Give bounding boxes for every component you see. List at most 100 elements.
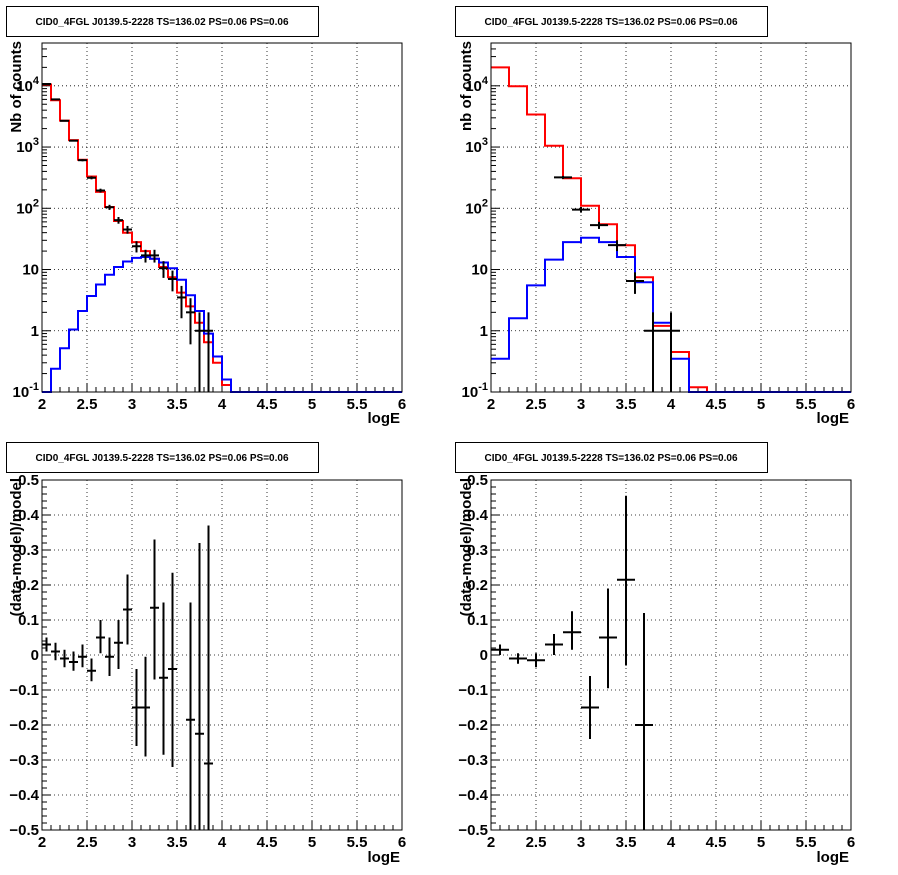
y-axis-title: Nb of counts <box>8 41 25 133</box>
histogram-series-1 <box>42 256 402 393</box>
chart-title: CID0_4FGL J0139.5-2228 TS=136.02 PS=0.06… <box>35 17 288 28</box>
x-tick-label: 4 <box>218 396 227 413</box>
data-point <box>195 312 204 392</box>
data-point <box>177 285 186 319</box>
data-point <box>132 669 141 746</box>
y-tick-label: −0.5 <box>458 822 488 839</box>
x-axis-title: logE <box>817 849 850 866</box>
y-tick-label: 0.4 <box>18 507 40 524</box>
x-tick-label: 4 <box>667 396 676 413</box>
data-point <box>186 602 195 830</box>
x-tick-label: 2.5 <box>526 834 547 851</box>
data-point <box>132 241 141 253</box>
x-tick-label: 5 <box>308 396 316 413</box>
y-tick-label: −0.4 <box>458 787 488 804</box>
data-point <box>141 249 150 263</box>
x-tick-label: 2 <box>487 834 495 851</box>
y-tick-label: −0.3 <box>9 752 39 769</box>
y-tick-label: −0.3 <box>458 752 488 769</box>
x-tick-label: 5.5 <box>796 834 817 851</box>
data-point <box>527 653 545 668</box>
y-tick-label: 10-1 <box>13 381 39 401</box>
x-tick-label: 5 <box>757 834 765 851</box>
x-tick-label: 4.5 <box>257 834 278 851</box>
x-tick-label: 3.5 <box>167 834 188 851</box>
plot-frame <box>490 479 852 831</box>
x-tick-label: 5.5 <box>347 396 368 413</box>
data-point <box>105 204 114 210</box>
plot-frame <box>490 42 852 393</box>
data-points <box>554 175 680 392</box>
x-tick-label: 2 <box>38 396 46 413</box>
histogram-series-0 <box>42 83 402 393</box>
x-tick-label: 3 <box>128 396 136 413</box>
data-point <box>159 602 168 755</box>
y-tick-label: 10-1 <box>462 381 488 401</box>
data-point <box>545 634 563 655</box>
data-point <box>69 651 78 671</box>
y-tick-label: 0.1 <box>467 612 488 629</box>
data-point <box>662 312 680 392</box>
panel-counts-left: CID0_4FGL J0139.5-2228 TS=136.02 PS=0.06… <box>6 6 406 427</box>
x-tick-label: 2.5 <box>77 834 98 851</box>
data-point <box>60 119 69 122</box>
x-tick-label: 5 <box>308 834 316 851</box>
y-tick-label: 103 <box>465 136 488 156</box>
title-box <box>455 6 768 37</box>
data-point <box>69 139 78 142</box>
y-tick-label: 104 <box>16 75 40 95</box>
x-tick-label: 5 <box>757 396 765 413</box>
y-tick-label: 10 <box>22 262 39 279</box>
y-tick-label: 0.1 <box>18 612 39 629</box>
x-tick-label: 3 <box>577 396 585 413</box>
data-point <box>635 613 653 830</box>
x-tick-label: 4.5 <box>706 396 727 413</box>
x-tick-label: 2.5 <box>77 396 98 413</box>
title-box <box>6 442 319 473</box>
grid-lines <box>42 480 402 830</box>
x-tick-label: 6 <box>847 834 855 851</box>
data-point <box>141 656 150 757</box>
data-point <box>644 312 662 392</box>
data-point <box>87 658 96 682</box>
x-tick-label: 4 <box>218 834 227 851</box>
data-point <box>96 188 105 193</box>
x-tick-label: 5.5 <box>796 396 817 413</box>
y-tick-label: 0.5 <box>467 472 488 489</box>
title-box <box>6 6 319 37</box>
y-tick-label: 0.3 <box>467 542 488 559</box>
title-box <box>455 442 768 473</box>
panel-counts-right: CID0_4FGL J0139.5-2228 TS=136.02 PS=0.06… <box>455 6 855 427</box>
data-point <box>617 495 635 666</box>
y-axis-title: nb of counts <box>458 41 475 131</box>
x-tick-label: 2.5 <box>526 396 547 413</box>
x-axis-title: logE <box>817 410 850 427</box>
data-points <box>42 83 213 392</box>
data-point <box>60 649 69 668</box>
data-point <box>78 159 87 162</box>
data-point <box>42 83 51 86</box>
y-axis-title: (data-model)/model <box>458 478 475 616</box>
grid-lines <box>42 43 402 392</box>
x-tick-label: 4 <box>667 834 676 851</box>
data-point <box>204 312 213 392</box>
x-tick-label: 2 <box>487 396 495 413</box>
y-axis-title: (data-model)/model <box>8 478 25 616</box>
data-point <box>195 543 204 830</box>
data-point <box>581 676 599 739</box>
x-axis-title: logE <box>368 410 401 427</box>
data-points <box>42 525 213 830</box>
data-points <box>491 495 653 830</box>
y-tick-label: 0.2 <box>18 577 39 594</box>
panel-residuals-left: CID0_4FGL J0139.5-2228 TS=136.02 PS=0.06… <box>6 442 406 866</box>
data-point <box>123 225 132 234</box>
data-point <box>150 539 159 680</box>
plot-frame <box>41 479 403 831</box>
x-tick-label: 4.5 <box>257 396 278 413</box>
x-tick-label: 3.5 <box>616 396 637 413</box>
data-point <box>554 175 572 179</box>
y-tick-label: 103 <box>16 136 39 156</box>
y-tick-label: −0.1 <box>9 682 39 699</box>
data-point <box>204 525 213 830</box>
